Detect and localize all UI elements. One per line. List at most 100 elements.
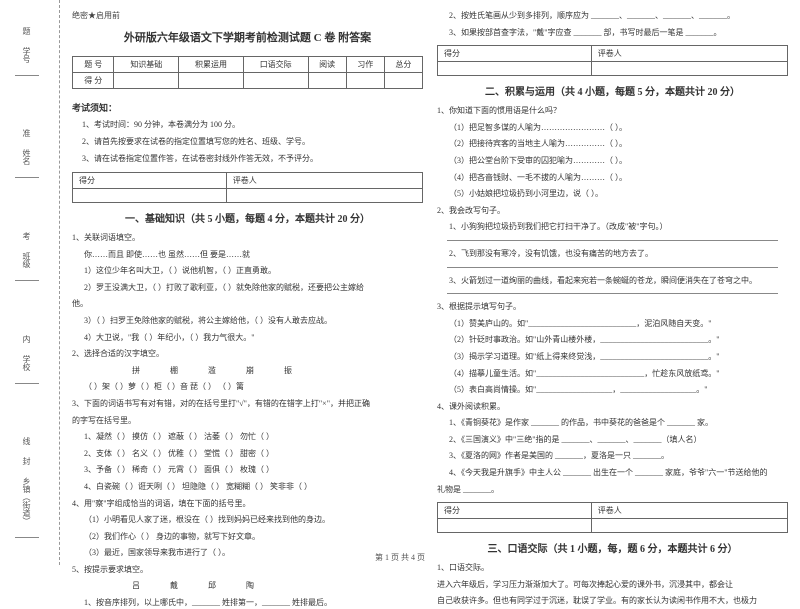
exam-title: 外研版六年级语文下学期考前检测试题 C 卷 附答案 — [72, 29, 423, 45]
scorebox-label: 评卷人 — [591, 46, 787, 62]
question-sub: 1）这位少年名叫大卫，（ ）说他机智，（ ）正直勇敢。 — [84, 265, 423, 277]
side-mark: 准 — [21, 129, 32, 137]
scorebox-cell[interactable] — [73, 189, 227, 203]
question-sub: 他。 — [72, 298, 423, 310]
scorebox-cell[interactable] — [438, 62, 592, 76]
question: 的字写在括号里。 — [72, 415, 423, 427]
table-row: 题 号 知识基础 积累运用 口语交际 阅读 习作 总分 — [73, 57, 423, 73]
question-option: 你……而且 即使……也 虽然……但 要是……就 — [84, 249, 423, 261]
page-footer: 第 1 页 共 4 页 — [0, 552, 800, 563]
table-row: 得 分 — [73, 73, 423, 89]
question-sub: 3、《夏洛的网》作者是美国的 _______，夏洛是一只 _______。 — [449, 450, 788, 462]
question: 4、课外阅读积累。 — [437, 401, 788, 413]
question-sub: （5）表白高尚情操。如"___________________，________… — [449, 384, 788, 396]
answer-line[interactable] — [447, 267, 778, 268]
question-sub: 1、《青铜葵花》是作家 _______ 的作品，书中葵花的爸爸是个 ______… — [449, 417, 788, 429]
notice-item: 3、请在试卷指定位置作答，在试卷密封线外作答无效，不予评分。 — [82, 153, 423, 165]
score-cell[interactable] — [346, 73, 384, 89]
side-mark: 封 — [21, 457, 32, 465]
notice-item: 2、请首先按要求在试卷的指定位置填写您的姓名、班级、学号。 — [82, 136, 423, 148]
question-sub: （1）赞美庐山的。如"___________________________，泥… — [449, 318, 788, 330]
question-sub: 3）（ ）扫罗王免除他家的赋税，将公主嫁给他，（ ）没有人敢去应战。 — [84, 315, 423, 327]
question: 1、口语交际。 — [437, 562, 788, 574]
score-cell: 得 分 — [73, 73, 114, 89]
underline — [15, 75, 39, 76]
question-sub: 2、按姓氏笔画从少到多排列，顺序应为 _______、_______、_____… — [449, 10, 788, 22]
side-mark: 内 — [21, 335, 32, 343]
question-sub: 3、火箭划过一道绚丽的曲线，看起来宛若一条蜿蜒的苍龙，瞬间便消失在了苍穹之中。 — [449, 275, 788, 287]
question-sub: 1、按音序排列，以上哪氏中，_______ 姓排第一，_______ 姓排最后。 — [84, 597, 423, 609]
binding-label: 姓名 — [21, 149, 32, 165]
score-header: 阅读 — [308, 57, 346, 73]
score-header: 知识基础 — [114, 57, 179, 73]
question: 1、关联词语填空。 — [72, 232, 423, 244]
binding-vertical-labels: 题 学号 准 姓名 考 班级 内 学校 线 封 乡镇（街 — [10, 0, 43, 565]
question-sub: （2）针砭时事政治。如"山外青山楼外楼，____________________… — [449, 334, 788, 346]
score-cell[interactable] — [114, 73, 179, 89]
notice-item: 1、考试时间：90 分钟，本卷满分为 100 分。 — [82, 119, 423, 131]
question-sub: （2）把接待宾客的当地主人喻为……………（ ）。 — [449, 138, 788, 150]
left-column: 绝密★启用前 外研版六年级语文下学期考前检测试题 C 卷 附答案 题 号 知识基… — [72, 10, 423, 545]
question: 2、我会改写句子。 — [437, 205, 788, 217]
question-sub: 2）罗王没满大卫，（ ）打败了歌利亚，（ ）就免除他家的赋税，还要把公主嫁给 — [84, 282, 423, 294]
question-sub: 2、飞到那没有寒冷，没有饥饿，也没有痛苦的地方去了。 — [449, 248, 788, 260]
binding-label: 乡镇（街道） — [21, 477, 32, 525]
score-header: 习作 — [346, 57, 384, 73]
exam-page: 题 学号 准 姓名 考 班级 内 学校 线 封 乡镇（街 — [0, 0, 800, 565]
section-scorebox: 得分评卷人 — [437, 45, 788, 76]
binding-margin: 题 学号 准 姓名 考 班级 内 学校 线 封 乡镇（街 — [0, 0, 60, 565]
question-sub: （4）描摹儿童生活。如"___________________________，… — [449, 368, 788, 380]
score-cell[interactable] — [179, 73, 244, 89]
question-sub: 1、凝然（ ） 摸仿（ ） 遮蔽（ ） 沽萎（ ） 勿忙（ ） — [84, 431, 423, 443]
question: 4、用"察"字组成恰当的词语，填在下面的括号里。 — [72, 498, 423, 510]
question-text: 进入六年级后，学习压力渐渐加大了。可每次捧起心爱的课外书，沉浸其中，都会让 — [437, 579, 788, 591]
score-cell[interactable] — [384, 73, 422, 89]
question-sub: 1、小狗狗把垃圾扔到我们把它打扫干净了。（改成"被"字句。） — [449, 221, 788, 233]
question-sub: 3、予备（ ） 稀奇（ ） 元霄（ ） 面俱（ ） 枚瑰（ ） — [84, 464, 423, 476]
question: 3、下面的词语书写有对有错，对的在括号里打"√"，有错的在错字上打"×"，并把正… — [72, 398, 423, 410]
scorebox-cell[interactable] — [226, 189, 422, 203]
side-mark: 题 — [21, 27, 32, 35]
question-sub: （5）小姑娘把垃圾扔到小河里边，说（ ）。 — [449, 188, 788, 200]
char-options: 拼 棚 滥 崩 振 — [132, 365, 423, 377]
question-sub: 2、支体（ ） 名义（ ） 优稚（ ） 堂慌（ ） 甜密（ ） — [84, 448, 423, 460]
question-text: 自己收获许多。但也有同学过于沉迷，耽误了学业。有的家长认为读闲书作用不大，也极力 — [437, 595, 788, 607]
scorebox-cell[interactable] — [591, 519, 787, 533]
question-sub: 4、《今天我是升旗手》中主人公 _______ 出生在一个 _______ 家庭… — [449, 467, 788, 479]
score-header: 总分 — [384, 57, 422, 73]
question-sub: （3）把公堂台阶下受审的囚犯喻为…………（ ）。 — [449, 155, 788, 167]
question-sub: （1）把足智多谋的人喻为……………………（ ）。 — [449, 122, 788, 134]
question-sub: 4、白瓷碗（ ）诳天咧（ ） 坦隐隐（ ） 宽糊糊（ ） 笑非非（ ） — [84, 481, 423, 493]
answer-line[interactable] — [447, 293, 778, 294]
score-cell[interactable] — [243, 73, 308, 89]
score-header: 积累运用 — [179, 57, 244, 73]
question: 1、你知道下面的惯用语是什么吗？ — [437, 105, 788, 117]
char-options: 吕 戴 邱 陶 — [132, 580, 423, 592]
binding-label: 学校 — [21, 355, 32, 371]
scorebox-cell[interactable] — [438, 519, 592, 533]
question-sub: 2、《三国演义》中"三绝"指的是 _______、_______、_______… — [449, 434, 788, 446]
question-sub: （1）小明看见人家了迷，根没在（ ）找到妈妈已经来找到他的身边。 — [84, 514, 423, 526]
score-cell[interactable] — [308, 73, 346, 89]
underline — [15, 177, 39, 178]
question-sub: （3）揭示学习道理。如"纸上得来终觉浅，____________________… — [449, 351, 788, 363]
content-columns: 绝密★启用前 外研版六年级语文下学期考前检测试题 C 卷 附答案 题 号 知识基… — [60, 0, 800, 565]
secret-mark: 绝密★启用前 — [72, 10, 423, 21]
scorebox-cell[interactable] — [591, 62, 787, 76]
right-column: 2、按姓氏笔画从少到多排列，顺序应为 _______、_______、_____… — [437, 10, 788, 545]
score-header: 口语交际 — [243, 57, 308, 73]
scorebox-label: 评卷人 — [226, 173, 422, 189]
score-table: 题 号 知识基础 积累运用 口语交际 阅读 习作 总分 得 分 — [72, 56, 423, 89]
section-scorebox: 得分评卷人 — [72, 172, 423, 203]
scorebox-label: 得分 — [438, 46, 592, 62]
question-sub: 礼物是 _______。 — [437, 484, 788, 496]
answer-line[interactable] — [447, 240, 778, 241]
question-sub: （4）把吝啬钱财、一毛不拔的人喻为………（ ）。 — [449, 172, 788, 184]
scorebox-label: 得分 — [438, 503, 592, 519]
binding-label: 班级 — [21, 252, 32, 268]
section-scorebox: 得分评卷人 — [437, 502, 788, 533]
question-sub: （2）我们作心（ ） 身边的事物，就写下好文章。 — [84, 531, 423, 543]
section1-title: 一、基础知识（共 5 小题，每题 4 分，本题共计 20 分） — [72, 210, 423, 225]
question-sub: 4）大卫说，"我（ ）年纪小，（ ）我力气很大。" — [84, 332, 423, 344]
score-header: 题 号 — [73, 57, 114, 73]
